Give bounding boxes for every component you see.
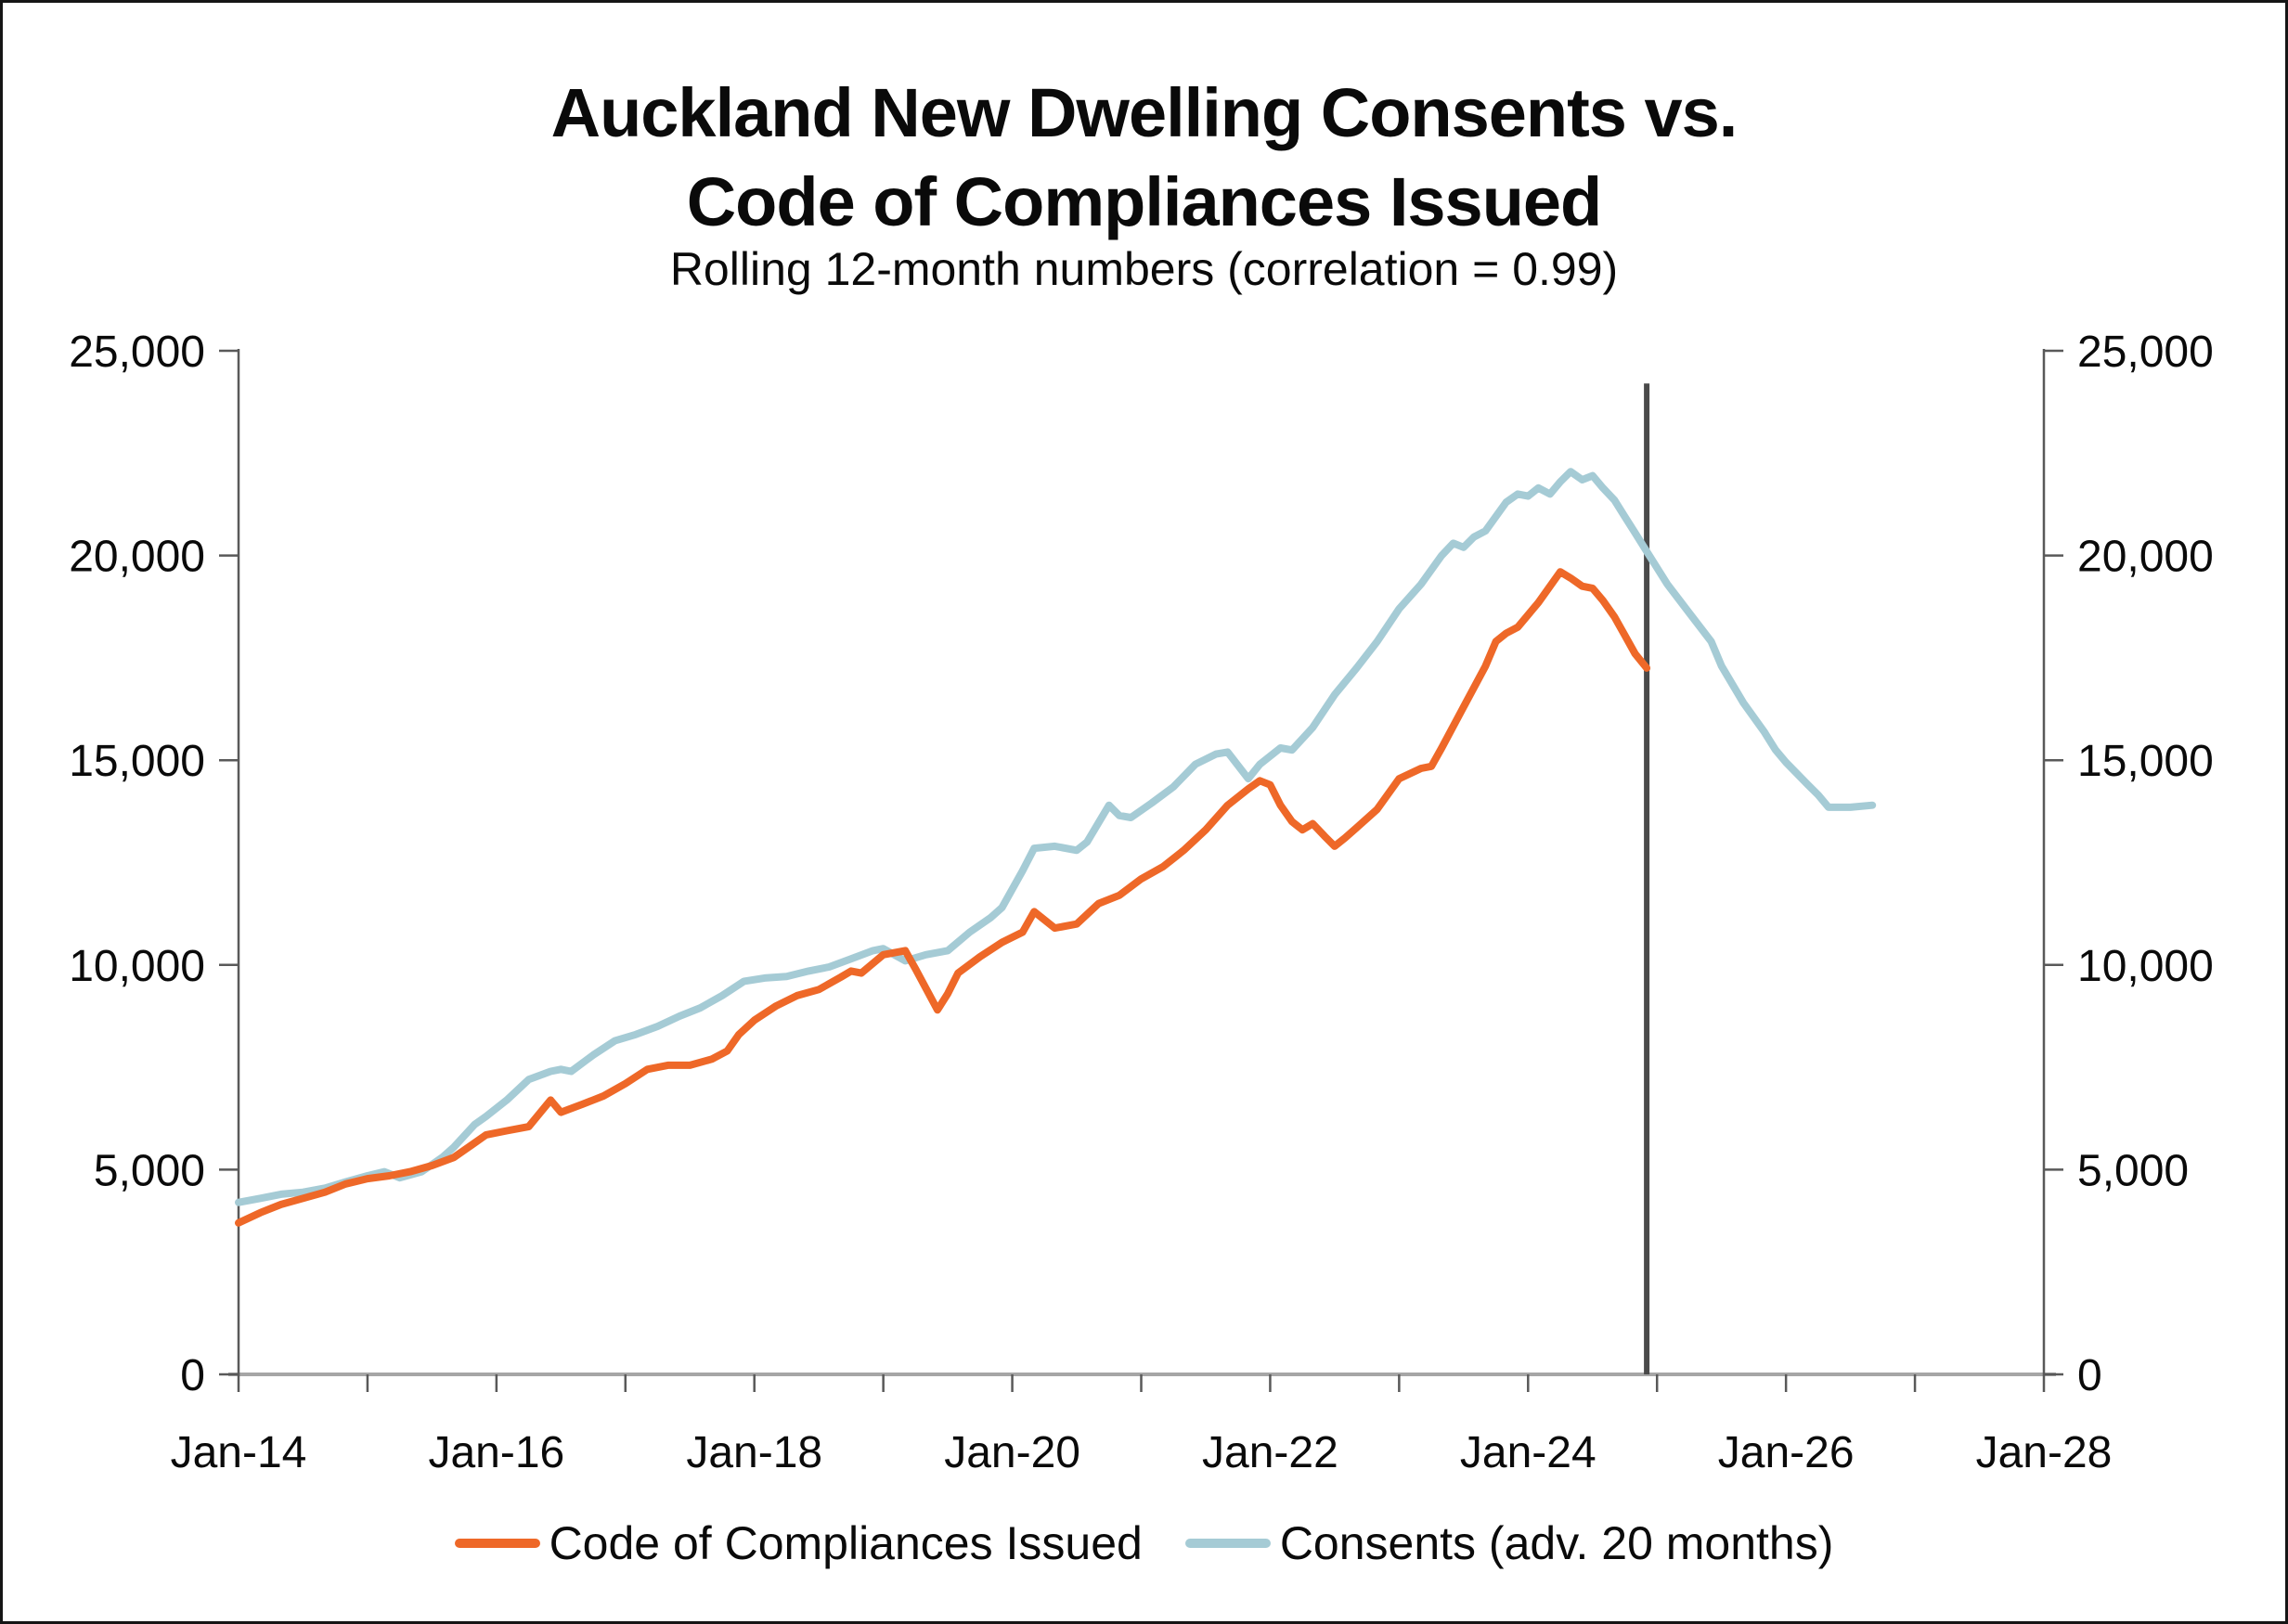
y-axis-tick-label-right: 15,000: [2077, 737, 2214, 786]
y-axis-tick-label-right: 20,000: [2077, 533, 2214, 582]
x-axis-tick-label: Jan-14: [171, 1428, 307, 1477]
y-axis-tick-label-right: 25,000: [2077, 328, 2214, 377]
chart-legend: Code of Compliances Issued Consents (adv…: [3, 1514, 2285, 1573]
x-axis-tick-label: Jan-26: [1718, 1428, 1855, 1477]
plot-area: 0 0 5,000 5,000 10,000 10,000 15,000 15,000 20,0…: [69, 328, 2214, 1477]
x-axis-tick-label: Jan-18: [686, 1428, 822, 1477]
x-axis-tick-label: Jan-16: [428, 1428, 564, 1477]
series-line-consents: [235, 468, 1877, 1206]
x-axis-tick-label: Jan-28: [1976, 1428, 2113, 1477]
y-axis-tick-label-left: 25,000: [69, 328, 205, 377]
legend-label-consents: Consents (adv. 20 months): [1279, 1517, 1834, 1569]
y-axis-tick-label-left: 0: [180, 1351, 205, 1400]
y-axis-tick-label-left: 10,000: [69, 942, 205, 991]
x-axis-tick-label: Jan-22: [1202, 1428, 1338, 1477]
y-axis-tick-label-right: 10,000: [2077, 942, 2214, 991]
legend-swatch-coc-icon: [454, 1539, 540, 1548]
chart-subtitle: Rolling 12-month numbers (correlation = …: [669, 243, 1619, 295]
legend-item-coc: Code of Compliances Issued: [454, 1517, 1143, 1569]
legend-swatch-consents-icon: [1184, 1539, 1271, 1548]
y-axis-tick-label-right: 0: [2077, 1351, 2102, 1400]
y-axis-tick-label-left: 15,000: [69, 737, 205, 786]
y-axis-tick-label-right: 5,000: [2077, 1146, 2189, 1195]
series-line-code-of-compliances: [235, 568, 1651, 1227]
legend-item-consents: Consents (adv. 20 months): [1184, 1517, 1834, 1569]
y-axis-tick-label-left: 20,000: [69, 533, 205, 582]
x-axis-tick-label: Jan-24: [1460, 1428, 1596, 1477]
x-axis-tick-label: Jan-20: [944, 1428, 1080, 1477]
page-title-line2: Code of Compliances Issued: [686, 163, 1603, 240]
legend-label-coc: Code of Compliances Issued: [549, 1517, 1143, 1569]
page-title-line1: Auckland New Dwelling Consents vs.: [550, 74, 1739, 151]
y-axis-tick-label-left: 5,000: [94, 1146, 205, 1195]
